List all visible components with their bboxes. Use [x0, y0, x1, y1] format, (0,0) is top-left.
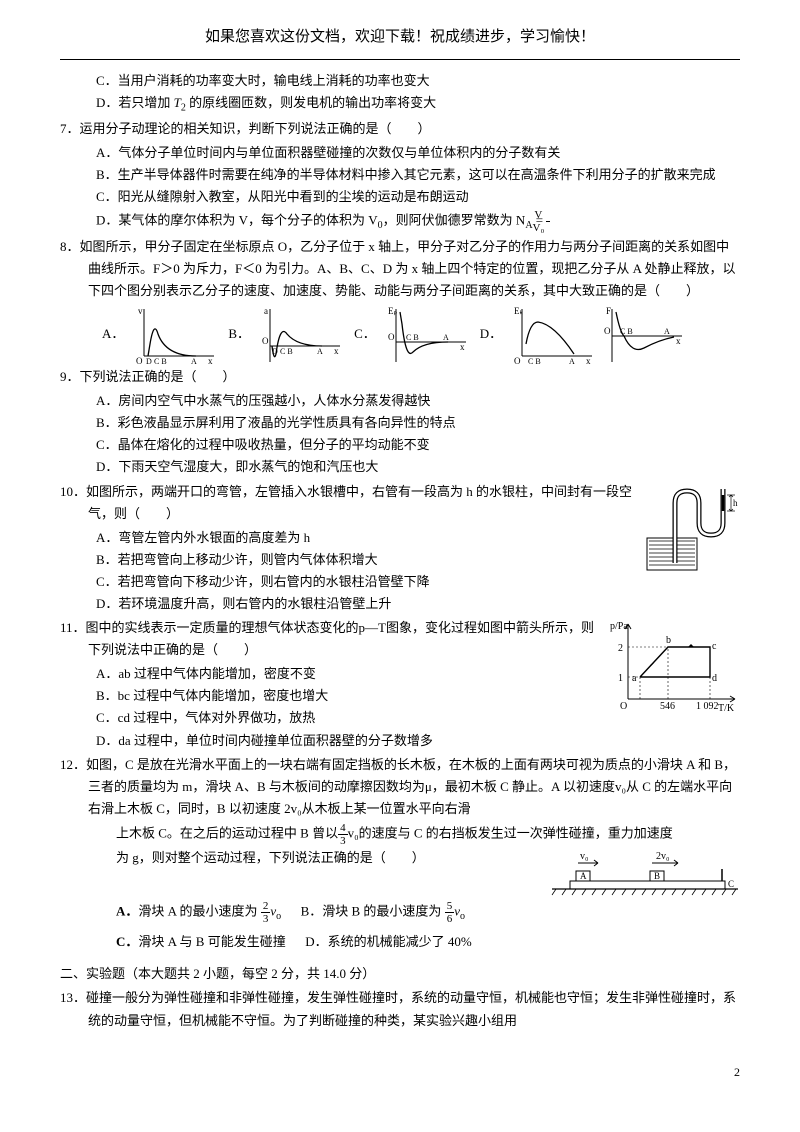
- svg-text:O: O: [136, 356, 143, 364]
- svg-text:2: 2: [618, 643, 623, 654]
- q6-option-c: C．当用户消耗的功率变大时，输电线上消耗的功率也变大: [116, 70, 740, 92]
- q9-option-a: A．房间内空气中水蒸气的压强越小，人体水分蒸发得越快: [116, 390, 740, 412]
- svg-text:h: h: [733, 498, 738, 508]
- svg-text:Eₖ: Eₖ: [514, 306, 523, 316]
- q6-option-d: D．若只增加 T2 的原线圈匝数，则发电机的输出功率将变大: [116, 92, 740, 117]
- q9-option-b: B．彩色液晶显示屏利用了液晶的光学性质具有各向异性的特点: [116, 412, 740, 434]
- svg-text:A: A: [580, 871, 587, 881]
- q8-graph-c: Eₚ x O C B A: [388, 304, 468, 364]
- svg-text:A: A: [317, 347, 323, 356]
- q10-stem: 10．如图所示，两端开口的弯管，左管插入水银槽中，右管有一段高为 h 的水银柱，…: [88, 481, 740, 525]
- svg-text:O: O: [514, 356, 521, 364]
- q8-graph-b: ax O DC BA: [262, 304, 342, 364]
- page-number: 2: [60, 1062, 740, 1082]
- q9-stem: 9．下列说法正确的是（ ）: [88, 366, 740, 388]
- svg-text:O: O: [620, 701, 627, 712]
- svg-text:a: a: [264, 306, 268, 316]
- q13-stem: 13．碰撞一般分为弹性碰撞和非弹性碰撞，发生弹性碰撞时，系统的动量守恒，机械能也…: [88, 987, 740, 1031]
- svg-text:C B: C B: [528, 357, 541, 364]
- q8-label-c: C．: [354, 323, 376, 345]
- svg-text:x: x: [460, 342, 465, 352]
- svg-text:C B: C B: [406, 333, 419, 342]
- svg-text:v₀: v₀: [580, 851, 589, 862]
- q7-option-a: A．气体分子单位时间内与单位面积器壁碰撞的次数仅与单位体积内的分子数有关: [116, 142, 740, 164]
- q10-figure: h: [645, 483, 740, 573]
- svg-text:x: x: [586, 356, 591, 364]
- q9-option-d: D．下雨天空气湿度大，即水蒸气的饱和汽压也大: [116, 456, 740, 478]
- q12-options-row2: C．滑块 A 与 B 可能发生碰撞 D．系统的机械能减少了 40%: [116, 931, 740, 953]
- q12-stem2: 上木板 C。在之后的运动过程中 B 曾以43v₀的速度与 C 的右挡板发生过一次…: [116, 822, 740, 847]
- svg-text:x: x: [334, 346, 339, 356]
- q8-label-a: A．: [102, 323, 124, 345]
- q8-graph-a: v x O DC B A: [136, 304, 216, 364]
- svg-text:a: a: [632, 673, 637, 684]
- svg-text:x: x: [676, 336, 681, 346]
- q8-stem: 8．如图所示，甲分子固定在坐标原点 O，乙分子位于 x 轴上，甲分子对乙分子的作…: [88, 236, 740, 302]
- q10-option-c: C．若把弯管向下移动少许，则右管内的水银柱沿管壁下降: [116, 571, 740, 593]
- q11-option-d: D．da 过程中，单位时间内碰撞单位面积器壁的分子数增多: [116, 730, 740, 752]
- svg-text:A: A: [569, 357, 575, 364]
- svg-text:A: A: [443, 333, 449, 342]
- svg-text:p/Pa: p/Pa: [610, 621, 628, 632]
- svg-text:D: D: [146, 357, 152, 364]
- q11-chart: p/Pa T/K O 546 1 092 1 2 a b c d: [610, 619, 740, 714]
- svg-text:Eₚ: Eₚ: [388, 306, 397, 316]
- svg-text:b: b: [666, 635, 671, 646]
- svg-text:C B: C B: [280, 347, 293, 356]
- svg-text:1: 1: [618, 673, 623, 684]
- svg-text:B: B: [654, 871, 660, 881]
- svg-text:c: c: [712, 641, 717, 652]
- section-2-title: 二、实验题（本大题共 2 小题，每空 2 分，共 14.0 分）: [60, 963, 740, 985]
- q8-label-d: D．: [480, 323, 502, 345]
- svg-text:C: C: [728, 879, 734, 889]
- q12-figure: v₀ 2v₀ A B C: [550, 851, 740, 896]
- svg-text:T/K: T/K: [718, 703, 735, 714]
- svg-text:v: v: [138, 306, 143, 316]
- q8-graph-d1: Eₖ x O C B A: [514, 304, 594, 364]
- svg-text:O: O: [604, 326, 611, 336]
- q7-option-c: C．阳光从缝隙射入教室，从阳光中看到的尘埃的运动是布朗运动: [116, 186, 740, 208]
- svg-text:546: 546: [660, 701, 675, 712]
- svg-text:A: A: [191, 357, 197, 364]
- q7-option-b: B．生产半导体器件时需要在纯净的半导体材料中掺入其它元素，这可以在高温条件下利用…: [116, 164, 740, 186]
- q12-options-row1: A．滑块 A 的最小速度为 23vo B．滑块 B 的最小速度为 56vo: [116, 900, 740, 925]
- q7-stem: 7．运用分子动理论的相关知识，判断下列说法正确的是（ ）: [88, 118, 740, 140]
- q8-graph-row: A． vx O DC BA B． ax O DC BA C． Eₚx O C B…: [100, 304, 740, 364]
- q7-option-d: D．某气体的摩尔体积为 V，每个分子的体积为 V0，则阿伏伽德罗常数为 NA =…: [116, 209, 740, 234]
- svg-text:2v₀: 2v₀: [656, 851, 670, 862]
- svg-text:d: d: [712, 673, 717, 684]
- q8-label-b: B．: [228, 323, 250, 345]
- q8-graph-d2: Fx O C BA: [604, 304, 684, 364]
- q12-stem1: 12．如图，C 是放在光滑水平面上的一块右端有固定挡板的长木板，在木板的上面有两…: [88, 754, 740, 820]
- header-rule: [60, 59, 740, 60]
- q9-option-c: C．晶体在熔化的过程中吸收热量，但分子的平均动能不变: [116, 434, 740, 456]
- svg-text:F: F: [606, 306, 611, 316]
- svg-text:O: O: [388, 332, 395, 342]
- svg-text:C B: C B: [154, 357, 167, 364]
- q10-option-d: D．若环境温度升高，则右管内的水银柱沿管壁上升: [116, 593, 740, 615]
- svg-text:A: A: [664, 327, 670, 336]
- header-message: 如果您喜欢这份文档，欢迎下载！祝成绩进步，学习愉快！: [60, 25, 740, 51]
- svg-text:x: x: [208, 356, 213, 364]
- svg-text:1 092: 1 092: [696, 701, 719, 712]
- svg-text:O: O: [262, 336, 269, 346]
